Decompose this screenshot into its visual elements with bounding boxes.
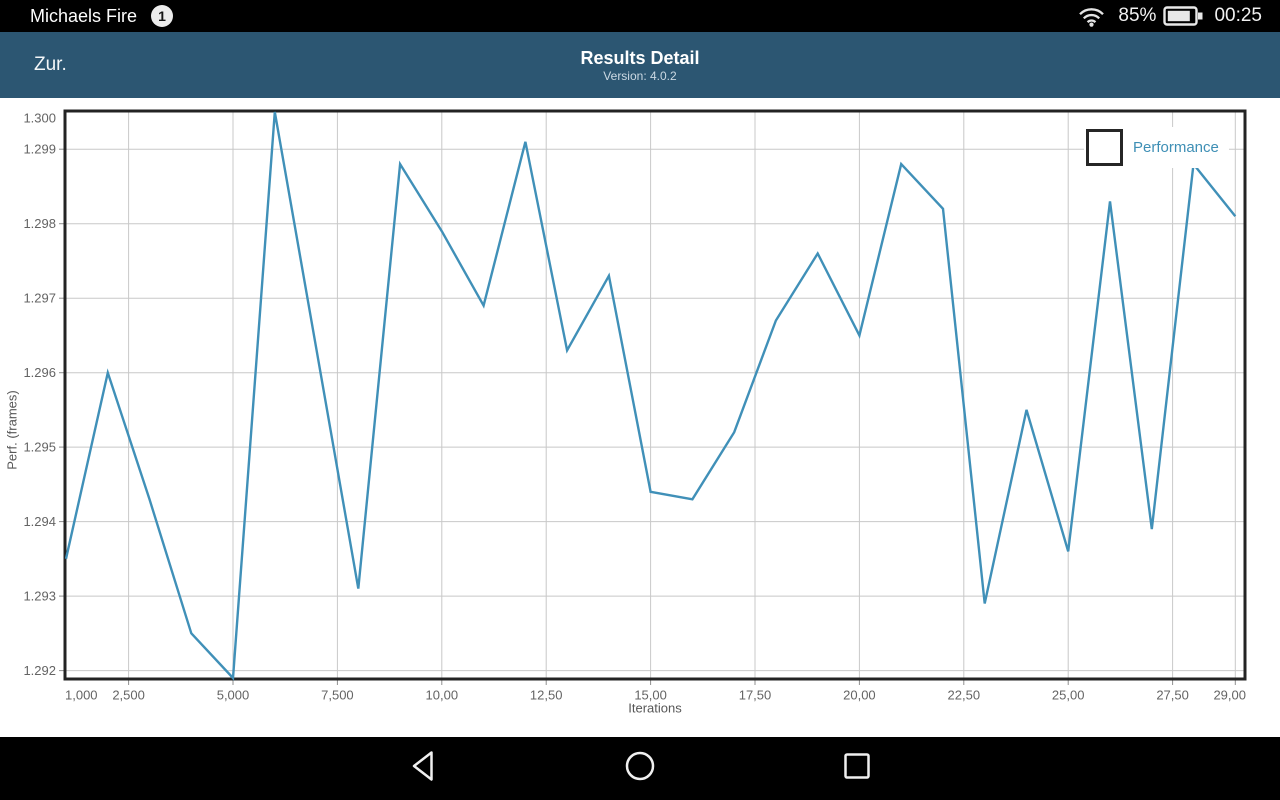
y-tick-label: 1.297 (23, 291, 56, 306)
status-bar: Michaels Fire 1 85% 00:25 (0, 0, 1280, 32)
y-tick-label: 1.299 (23, 142, 56, 157)
y-tick-label: 1.295 (23, 440, 56, 455)
header-title-block: Results Detail Version: 4.0.2 (0, 32, 1280, 98)
y-tick-label: 1.300 (23, 111, 56, 126)
x-tick-label: 17,50 (739, 688, 772, 703)
legend-swatch (1086, 129, 1123, 166)
recents-icon[interactable] (837, 746, 877, 786)
device-name: Michaels Fire (30, 5, 138, 26)
y-tick-label: 1.298 (23, 216, 56, 231)
y-tick-label: 1.296 (23, 365, 56, 380)
x-tick-label: 2,500 (112, 688, 145, 703)
results-chart: 1.292 1.293 1.294 1.295 1.296 1.297 1.298 1.299… (0, 98, 1280, 737)
back-icon[interactable] (404, 746, 444, 786)
plot-border (63, 109, 1247, 681)
x-tick-label: 27,50 (1156, 688, 1189, 703)
battery-icon (1163, 6, 1203, 26)
android-nav-bar (0, 737, 1280, 800)
back-button[interactable]: Zur. (34, 54, 67, 75)
x-tick-label: 20,00 (843, 688, 876, 703)
y-tick-label: 1.293 (23, 589, 56, 604)
x-tick-label: 25,00 (1052, 688, 1085, 703)
wifi-icon (1079, 8, 1105, 27)
chart-legend[interactable]: Performance (1084, 127, 1229, 168)
y-axis-title: Perf. (frames) (5, 390, 20, 469)
x-tick-label: 15,00 (634, 688, 667, 703)
status-bar-right: 85% 00:25 (1078, 3, 1280, 29)
y-tick-label: 1.294 (23, 514, 56, 529)
x-tick-label: 10,00 (426, 688, 459, 703)
home-icon[interactable] (620, 746, 660, 786)
x-tick-label: 1,000 (65, 688, 98, 703)
x-tick-label: 5,000 (217, 688, 250, 703)
y-tick-label: 1.292 (23, 663, 56, 678)
version-label: Version: 4.0.2 (603, 68, 677, 83)
status-bar-left: Michaels Fire 1 (0, 5, 174, 27)
x-tick-label: 22,50 (948, 688, 981, 703)
app-header: Zur. Results Detail Version: 4.0.2 (0, 32, 1280, 98)
x-tick-label: 12,50 (530, 688, 563, 703)
battery-percent: 85% (1118, 5, 1157, 26)
x-tick-label: 29,00 (1213, 688, 1246, 703)
performance-series-line (64, 111, 1237, 681)
page-title: Results Detail (580, 47, 700, 68)
notification-badge: 1 (151, 5, 174, 27)
clock: 00:25 (1214, 5, 1262, 26)
x-axis-title: Iterations (628, 701, 682, 716)
x-tick-label: 7,500 (321, 688, 354, 703)
performance-line-chart: 1.292 1.293 1.294 1.295 1.296 1.297 1.298 1.299… (5, 109, 1247, 716)
legend-label: Performance (1133, 139, 1219, 156)
